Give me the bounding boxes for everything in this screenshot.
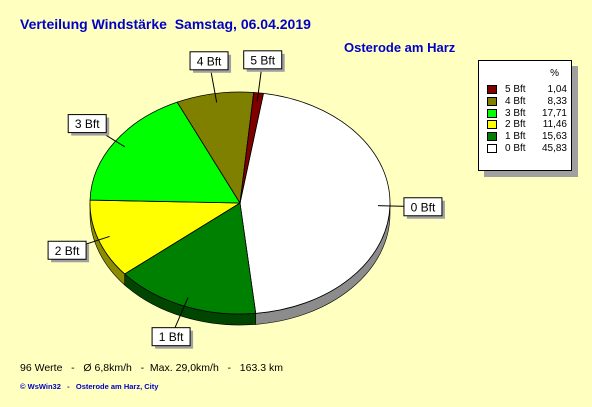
legend-label: 2 Bft bbox=[505, 119, 526, 131]
legend-label: 4 Bft bbox=[505, 95, 526, 107]
legend-value: 8,33 bbox=[547, 95, 567, 107]
legend-label: 1 Bft bbox=[505, 131, 526, 143]
legend-label: 0 Bft bbox=[505, 143, 526, 154]
pie-top-layer bbox=[89, 91, 391, 315]
pie-callout-layer: 0 Bft 1 Bft 2 Bft 3 Bft 4 Bft 5 Bft bbox=[47, 50, 445, 349]
pie-label-box-2-bft bbox=[47, 240, 87, 260]
legend-label: 3 Bft bbox=[505, 107, 526, 119]
legend-swatch bbox=[487, 144, 497, 153]
legend-item-4-bft: 4 Bft 8,33 bbox=[487, 96, 569, 108]
legend-item-2-bft: 2 Bft 11,46 bbox=[487, 119, 569, 131]
pie-slice-1-bft bbox=[123, 202, 257, 315]
legend-value: 1,04 bbox=[547, 84, 567, 95]
pie-label-box-0-bft bbox=[403, 197, 443, 217]
legend-value: 45,83 bbox=[541, 143, 567, 154]
legend-swatch bbox=[487, 96, 497, 106]
pie-label-box-3-bft bbox=[67, 114, 107, 134]
legend-value: 15,63 bbox=[541, 131, 567, 143]
legend-label: 5 Bft bbox=[505, 84, 526, 95]
pie-label-2-bft: 2 Bft bbox=[55, 244, 80, 258]
legend-value: 17,71 bbox=[541, 107, 567, 119]
legend-swatch bbox=[487, 108, 497, 118]
pie-label-box-5-bft bbox=[243, 50, 283, 70]
legend-unit: % bbox=[550, 68, 559, 79]
legend-value: 11,46 bbox=[542, 119, 567, 131]
legend-swatch bbox=[487, 132, 497, 142]
chart-title: Verteilung Windstärke Samstag, 06.04.201… bbox=[20, 16, 311, 32]
pie-label-3-bft: 3 Bft bbox=[75, 117, 100, 131]
legend-item-3-bft: 3 Bft 17,71 bbox=[487, 108, 569, 120]
pie-slice-0-bft bbox=[239, 92, 391, 314]
legend-item-0-bft: 0 Bft 45,83 bbox=[487, 143, 569, 155]
pie-label-box-1-bft bbox=[151, 327, 191, 347]
footer-stats: 96 Werte - Ø 6,8km/h - Max. 29,0km/h - 1… bbox=[20, 362, 283, 374]
legend-item-5-bft: 5 Bft 1,04 bbox=[487, 84, 569, 96]
pie-slice-3-bft bbox=[89, 101, 241, 204]
footer-copyright: © WsWin32 - Osterode am Harz, City bbox=[20, 382, 159, 391]
legend-swatch bbox=[487, 85, 497, 94]
pie-slice-2-bft bbox=[89, 199, 242, 275]
pie-label-0-bft: 0 Bft bbox=[411, 200, 436, 214]
pie-label-4-bft: 4 Bft bbox=[197, 54, 222, 68]
pie-label-box-4-bft bbox=[189, 51, 229, 71]
legend-swatch bbox=[487, 120, 497, 130]
pie-label-1-bft: 1 Bft bbox=[159, 330, 184, 344]
legend: % 5 Bft 1,04 4 Bft 8,33 3 Bft 17,71 2 Bft 11,46… bbox=[478, 60, 572, 171]
pie-label-5-bft: 5 Bft bbox=[250, 53, 275, 67]
location-subtitle: Osterode am Harz bbox=[344, 40, 456, 55]
legend-item-1-bft: 1 Bft 15,63 bbox=[487, 131, 569, 143]
